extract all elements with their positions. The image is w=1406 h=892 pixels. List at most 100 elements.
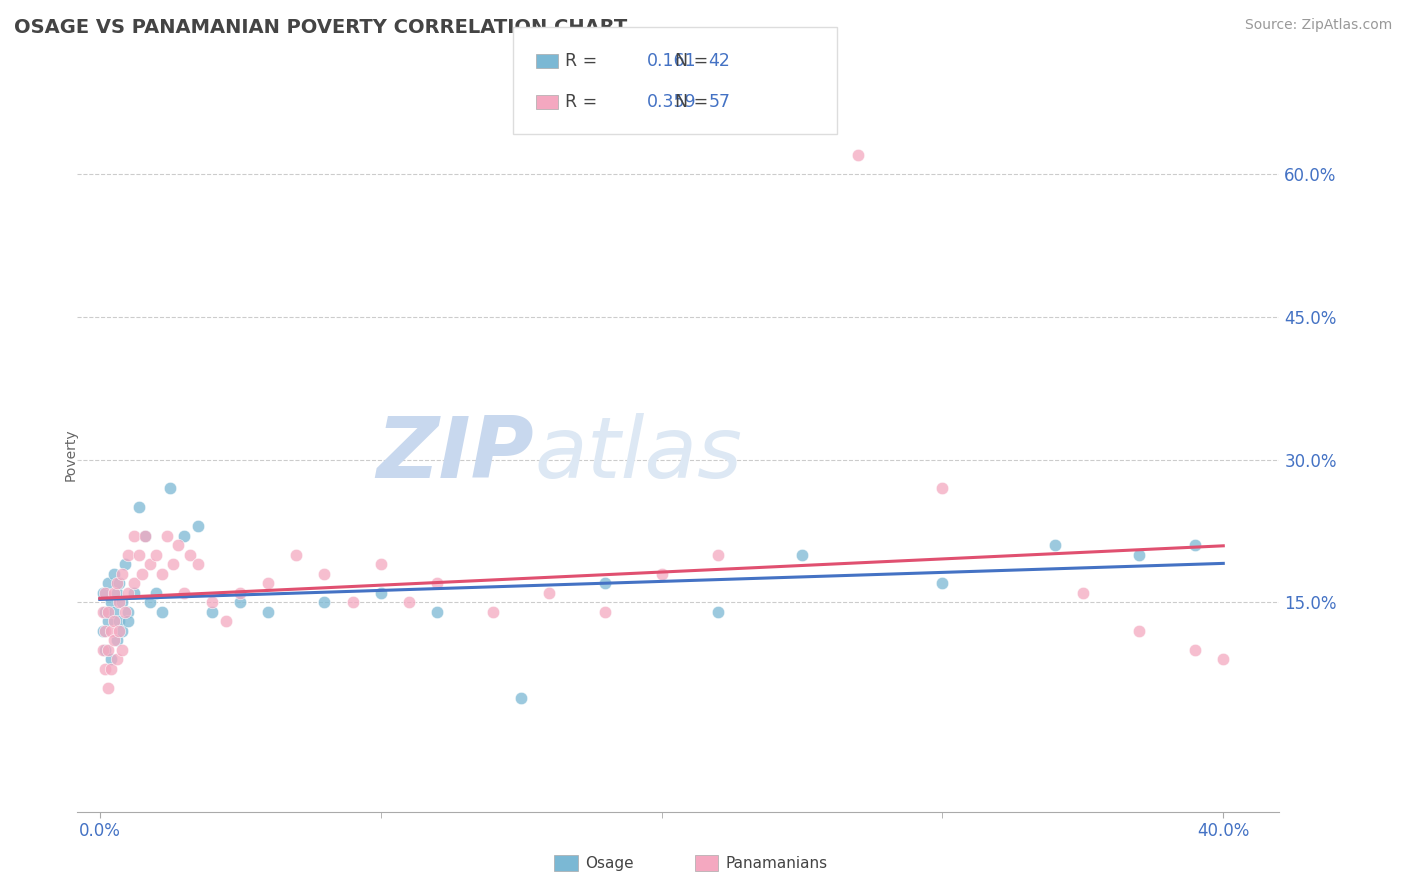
Point — [91, 586, 114, 600]
Text: R =: R = — [565, 93, 598, 111]
Point — [100, 652, 122, 666]
Point — [229, 586, 252, 600]
Point — [100, 595, 122, 609]
Point — [105, 576, 128, 591]
Point — [134, 529, 156, 543]
Point — [108, 624, 131, 638]
Point — [114, 558, 136, 572]
Point — [1043, 538, 1066, 552]
Point — [131, 566, 153, 581]
Point — [931, 481, 953, 495]
Text: OSAGE VS PANAMANIAN POVERTY CORRELATION CHART: OSAGE VS PANAMANIAN POVERTY CORRELATION … — [14, 18, 627, 37]
Point — [1128, 624, 1150, 638]
Point — [111, 643, 134, 657]
Point — [285, 548, 308, 562]
Point — [97, 576, 120, 591]
Point — [117, 615, 139, 629]
Text: 0.161: 0.161 — [647, 52, 696, 70]
Point — [108, 595, 131, 609]
Point — [128, 548, 150, 562]
Point — [1128, 548, 1150, 562]
Point — [201, 595, 224, 609]
Text: Osage: Osage — [585, 855, 634, 871]
Point — [139, 558, 162, 572]
Point — [257, 576, 280, 591]
Point — [94, 605, 117, 619]
Point — [370, 558, 392, 572]
Text: 0.359: 0.359 — [647, 93, 696, 111]
Point — [91, 624, 114, 638]
Point — [108, 615, 131, 629]
Point — [91, 643, 114, 657]
Text: Source: ZipAtlas.com: Source: ZipAtlas.com — [1244, 18, 1392, 32]
Point — [103, 605, 125, 619]
Point — [510, 690, 533, 705]
Text: N =: N = — [675, 93, 709, 111]
Point — [111, 566, 134, 581]
Point — [117, 605, 139, 619]
Point — [314, 566, 336, 581]
Point — [97, 643, 120, 657]
Point — [122, 576, 145, 591]
Text: R =: R = — [565, 52, 598, 70]
Point — [105, 586, 128, 600]
Point — [150, 605, 173, 619]
Point — [114, 605, 136, 619]
Point — [1184, 643, 1206, 657]
Point — [97, 605, 120, 619]
Point — [103, 566, 125, 581]
Point — [111, 595, 134, 609]
Point — [342, 595, 364, 609]
Point — [187, 519, 209, 533]
Point — [426, 576, 449, 591]
Point — [314, 595, 336, 609]
Text: ZIP: ZIP — [377, 413, 534, 497]
Point — [538, 586, 561, 600]
Point — [179, 548, 201, 562]
Point — [595, 576, 617, 591]
Point — [103, 633, 125, 648]
Point — [91, 605, 114, 619]
Point — [94, 586, 117, 600]
Point — [103, 586, 125, 600]
Point — [1212, 652, 1234, 666]
Point — [931, 576, 953, 591]
Point — [426, 605, 449, 619]
Point — [103, 615, 125, 629]
Point — [595, 605, 617, 619]
Text: Panamanians: Panamanians — [725, 855, 828, 871]
Point — [257, 605, 280, 619]
Point — [706, 548, 728, 562]
Point — [134, 529, 156, 543]
Point — [94, 662, 117, 676]
Point — [145, 586, 167, 600]
Point — [108, 576, 131, 591]
Point — [370, 586, 392, 600]
Y-axis label: Poverty: Poverty — [63, 429, 77, 481]
Point — [651, 566, 673, 581]
Point — [159, 481, 181, 495]
Point — [139, 595, 162, 609]
Point — [150, 566, 173, 581]
Text: 57: 57 — [709, 93, 731, 111]
Text: atlas: atlas — [534, 413, 742, 497]
Point — [215, 615, 238, 629]
Point — [117, 586, 139, 600]
Point — [156, 529, 179, 543]
Text: N =: N = — [675, 52, 709, 70]
Point — [173, 586, 195, 600]
Point — [111, 624, 134, 638]
Point — [105, 652, 128, 666]
Point — [482, 605, 505, 619]
Point — [706, 605, 728, 619]
Point — [122, 586, 145, 600]
Point — [128, 500, 150, 515]
Point — [398, 595, 420, 609]
Point — [97, 681, 120, 695]
Point — [97, 615, 120, 629]
Point — [94, 624, 117, 638]
Point — [94, 643, 117, 657]
Point — [790, 548, 813, 562]
Point — [173, 529, 195, 543]
Point — [117, 548, 139, 562]
